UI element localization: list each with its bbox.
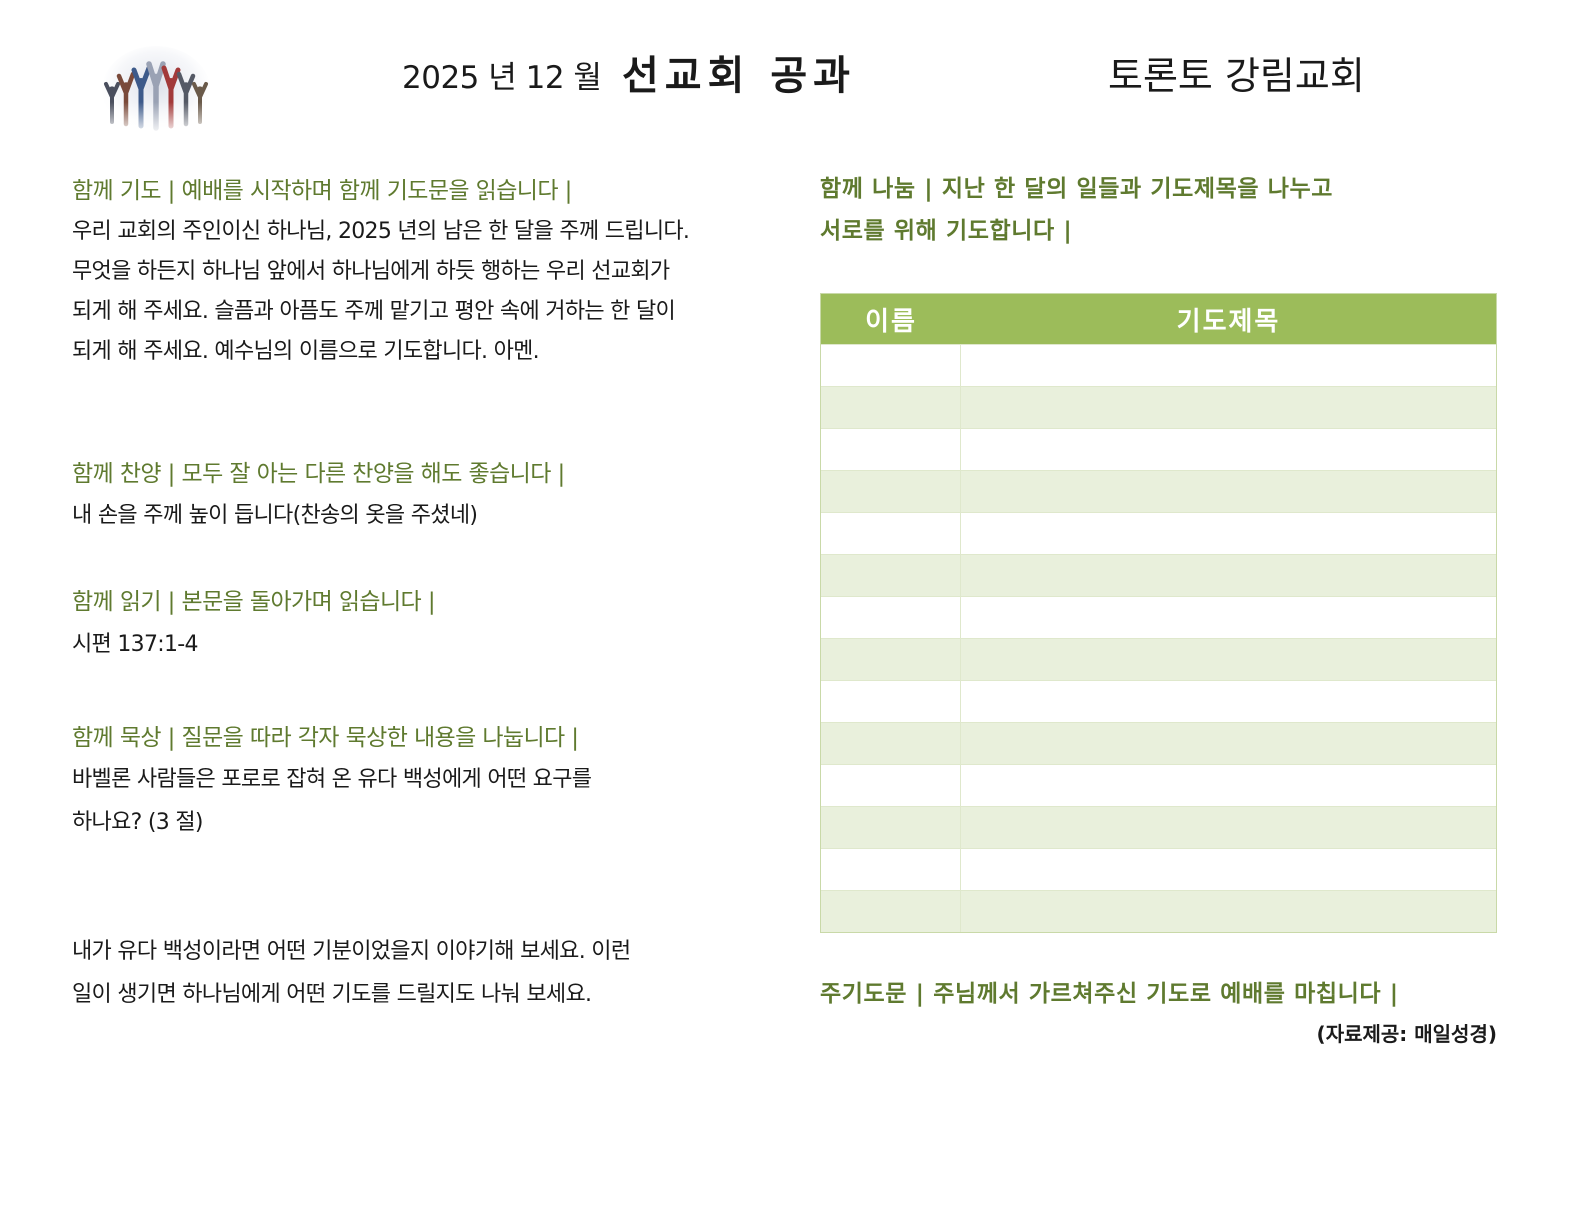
- prayer-cell[interactable]: [961, 429, 1496, 470]
- table-row: [821, 890, 1496, 932]
- name-cell[interactable]: [821, 849, 961, 890]
- prayer-cell[interactable]: [961, 471, 1496, 512]
- scripture-reference: 시편 137:1-4: [72, 632, 199, 657]
- church-name: 토론토 강림교회: [1108, 54, 1365, 98]
- prayer-heading: 함께 기도 | 예배를 시작하며 함께 기도문을 읽습니다 |: [72, 178, 572, 204]
- question-line: 바벨론 사람들은 포로로 잡혀 온 유다 백성에게 어떤 요구를: [72, 767, 592, 792]
- question-line: 일이 생기면 하나님에게 어떤 기도를 드릴지도 나눠 보세요.: [72, 982, 592, 1007]
- meditation-heading: 함께 묵상 | 질문을 따라 각자 묵상한 내용을 나눕니다 |: [72, 725, 579, 751]
- table-row: [821, 806, 1496, 848]
- prayer-cell[interactable]: [961, 597, 1496, 638]
- table-row: [821, 722, 1496, 764]
- table-row: [821, 680, 1496, 722]
- name-cell[interactable]: [821, 807, 961, 848]
- table-row: [821, 428, 1496, 470]
- name-cell[interactable]: [821, 345, 961, 386]
- prayer-cell[interactable]: [961, 723, 1496, 764]
- prayer-cell[interactable]: [961, 891, 1496, 932]
- name-cell[interactable]: [821, 891, 961, 932]
- question-line: 하나요? (3 절): [72, 810, 203, 835]
- praise-heading: 함께 찬양 | 모두 잘 아는 다른 찬양을 해도 좋습니다 |: [72, 461, 565, 487]
- question-line: 내가 유다 백성이라면 어떤 기분이었을지 이야기해 보세요. 이런: [72, 939, 631, 964]
- reading-text: 시편 137:1-4: [72, 623, 199, 666]
- prayer-cell[interactable]: [961, 807, 1496, 848]
- column-header-name: 이름: [865, 306, 917, 337]
- header-month: 2025 년 12 월: [402, 60, 602, 96]
- prayer-cell[interactable]: [961, 555, 1496, 596]
- prayer-line: 되게 해 주세요. 예수님의 이름으로 기도합니다. 아멘.: [72, 339, 540, 364]
- prayer-cell[interactable]: [961, 639, 1496, 680]
- table-row: [821, 764, 1496, 806]
- name-cell[interactable]: [821, 387, 961, 428]
- prayer-text: 우리 교회의 주인이신 하나님, 2025 년의 남은 한 달을 주께 드립니다…: [72, 212, 690, 372]
- table-row: [821, 554, 1496, 596]
- table-row: [821, 848, 1496, 890]
- table-header: 이름 기도제목: [821, 294, 1496, 344]
- prayer-cell[interactable]: [961, 849, 1496, 890]
- prayer-line: 우리 교회의 주인이신 하나님, 2025 년의 남은 한 달을 주께 드립니다…: [72, 219, 690, 244]
- meditation-question-2: 내가 유다 백성이라면 어떤 기분이었을지 이야기해 보세요. 이런 일이 생기…: [72, 930, 631, 1016]
- people-raising-hands-icon: [100, 44, 212, 136]
- table-row: [821, 470, 1496, 512]
- page-title: 선교회 공과: [622, 53, 856, 99]
- name-cell[interactable]: [821, 555, 961, 596]
- sharing-heading-line: 서로를 위해 기도합니다 |: [820, 218, 1073, 244]
- prayer-cell[interactable]: [961, 345, 1496, 386]
- closing-heading: 주기도문 | 주님께서 가르쳐주신 기도로 예배를 마칩니다 |: [820, 981, 1399, 1007]
- prayer-cell[interactable]: [961, 765, 1496, 806]
- prayer-cell[interactable]: [961, 513, 1496, 554]
- name-cell[interactable]: [821, 429, 961, 470]
- reading-heading: 함께 읽기 | 본문을 돌아가며 읽습니다 |: [72, 589, 436, 615]
- source-credit: (자료제공: 매일성경): [1316, 1022, 1497, 1046]
- table-row: [821, 512, 1496, 554]
- name-cell[interactable]: [821, 597, 961, 638]
- prayer-cell[interactable]: [961, 387, 1496, 428]
- name-cell[interactable]: [821, 765, 961, 806]
- table-row: [821, 638, 1496, 680]
- column-header-prayer: 기도제목: [1176, 306, 1281, 337]
- prayer-line: 무엇을 하든지 하나님 앞에서 하나님에게 하듯 행하는 우리 선교회가: [72, 259, 670, 284]
- name-cell[interactable]: [821, 723, 961, 764]
- table-row: [821, 344, 1496, 386]
- name-cell[interactable]: [821, 681, 961, 722]
- sharing-heading: 함께 나눔 | 지난 한 달의 일들과 기도제목을 나누고 서로를 위해 기도합…: [820, 168, 1333, 252]
- prayer-request-table: 이름 기도제목: [820, 293, 1497, 933]
- praise-song: 내 손을 주께 높이 듭니다(찬송의 옷을 주셨네): [72, 503, 478, 528]
- sharing-heading-line: 함께 나눔 | 지난 한 달의 일들과 기도제목을 나누고: [820, 176, 1334, 202]
- table-body: [821, 344, 1496, 932]
- prayer-cell[interactable]: [961, 681, 1496, 722]
- name-cell[interactable]: [821, 639, 961, 680]
- meditation-question-1: 바벨론 사람들은 포로로 잡혀 온 유다 백성에게 어떤 요구를 하나요? (3…: [72, 758, 592, 844]
- praise-text: 내 손을 주께 높이 듭니다(찬송의 옷을 주셨네): [72, 494, 478, 537]
- name-cell[interactable]: [821, 471, 961, 512]
- table-row: [821, 386, 1496, 428]
- table-row: [821, 596, 1496, 638]
- prayer-line: 되게 해 주세요. 슬픔과 아픔도 주께 맡기고 평안 속에 거하는 한 달이: [72, 299, 676, 324]
- name-cell[interactable]: [821, 513, 961, 554]
